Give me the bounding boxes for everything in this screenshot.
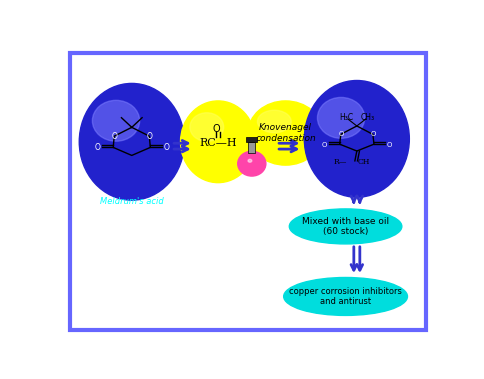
Text: Mixed with base oil
(60 stock): Mixed with base oil (60 stock) bbox=[302, 217, 389, 236]
Text: O: O bbox=[146, 132, 152, 141]
Ellipse shape bbox=[181, 101, 256, 183]
Text: CH: CH bbox=[358, 158, 370, 166]
Text: H₃C: H₃C bbox=[339, 113, 353, 122]
Ellipse shape bbox=[318, 97, 365, 138]
Text: Knovenagel
condensation: Knovenagel condensation bbox=[255, 123, 316, 143]
Text: O: O bbox=[387, 142, 393, 148]
Text: O: O bbox=[321, 142, 327, 148]
Bar bbox=[248, 142, 255, 153]
Ellipse shape bbox=[284, 277, 408, 315]
Text: Meldrum's acid: Meldrum's acid bbox=[100, 197, 164, 206]
Text: O: O bbox=[370, 131, 376, 137]
Circle shape bbox=[248, 159, 252, 162]
Text: O: O bbox=[212, 124, 220, 134]
Ellipse shape bbox=[248, 101, 323, 165]
Bar bbox=[246, 137, 257, 143]
Text: copper corrosion inhibitors
and antirust: copper corrosion inhibitors and antirust bbox=[289, 287, 402, 306]
Text: O: O bbox=[94, 143, 100, 152]
Ellipse shape bbox=[257, 110, 291, 133]
Text: O: O bbox=[111, 132, 117, 141]
Text: O: O bbox=[163, 143, 169, 152]
Ellipse shape bbox=[304, 80, 409, 197]
Text: O: O bbox=[338, 131, 344, 137]
Ellipse shape bbox=[190, 113, 224, 141]
Ellipse shape bbox=[289, 209, 402, 244]
Ellipse shape bbox=[92, 100, 140, 141]
Ellipse shape bbox=[79, 83, 184, 200]
Text: RC—H: RC—H bbox=[199, 138, 237, 148]
Text: CH₃: CH₃ bbox=[361, 113, 375, 122]
Ellipse shape bbox=[238, 151, 266, 176]
Text: R—: R— bbox=[333, 158, 347, 166]
